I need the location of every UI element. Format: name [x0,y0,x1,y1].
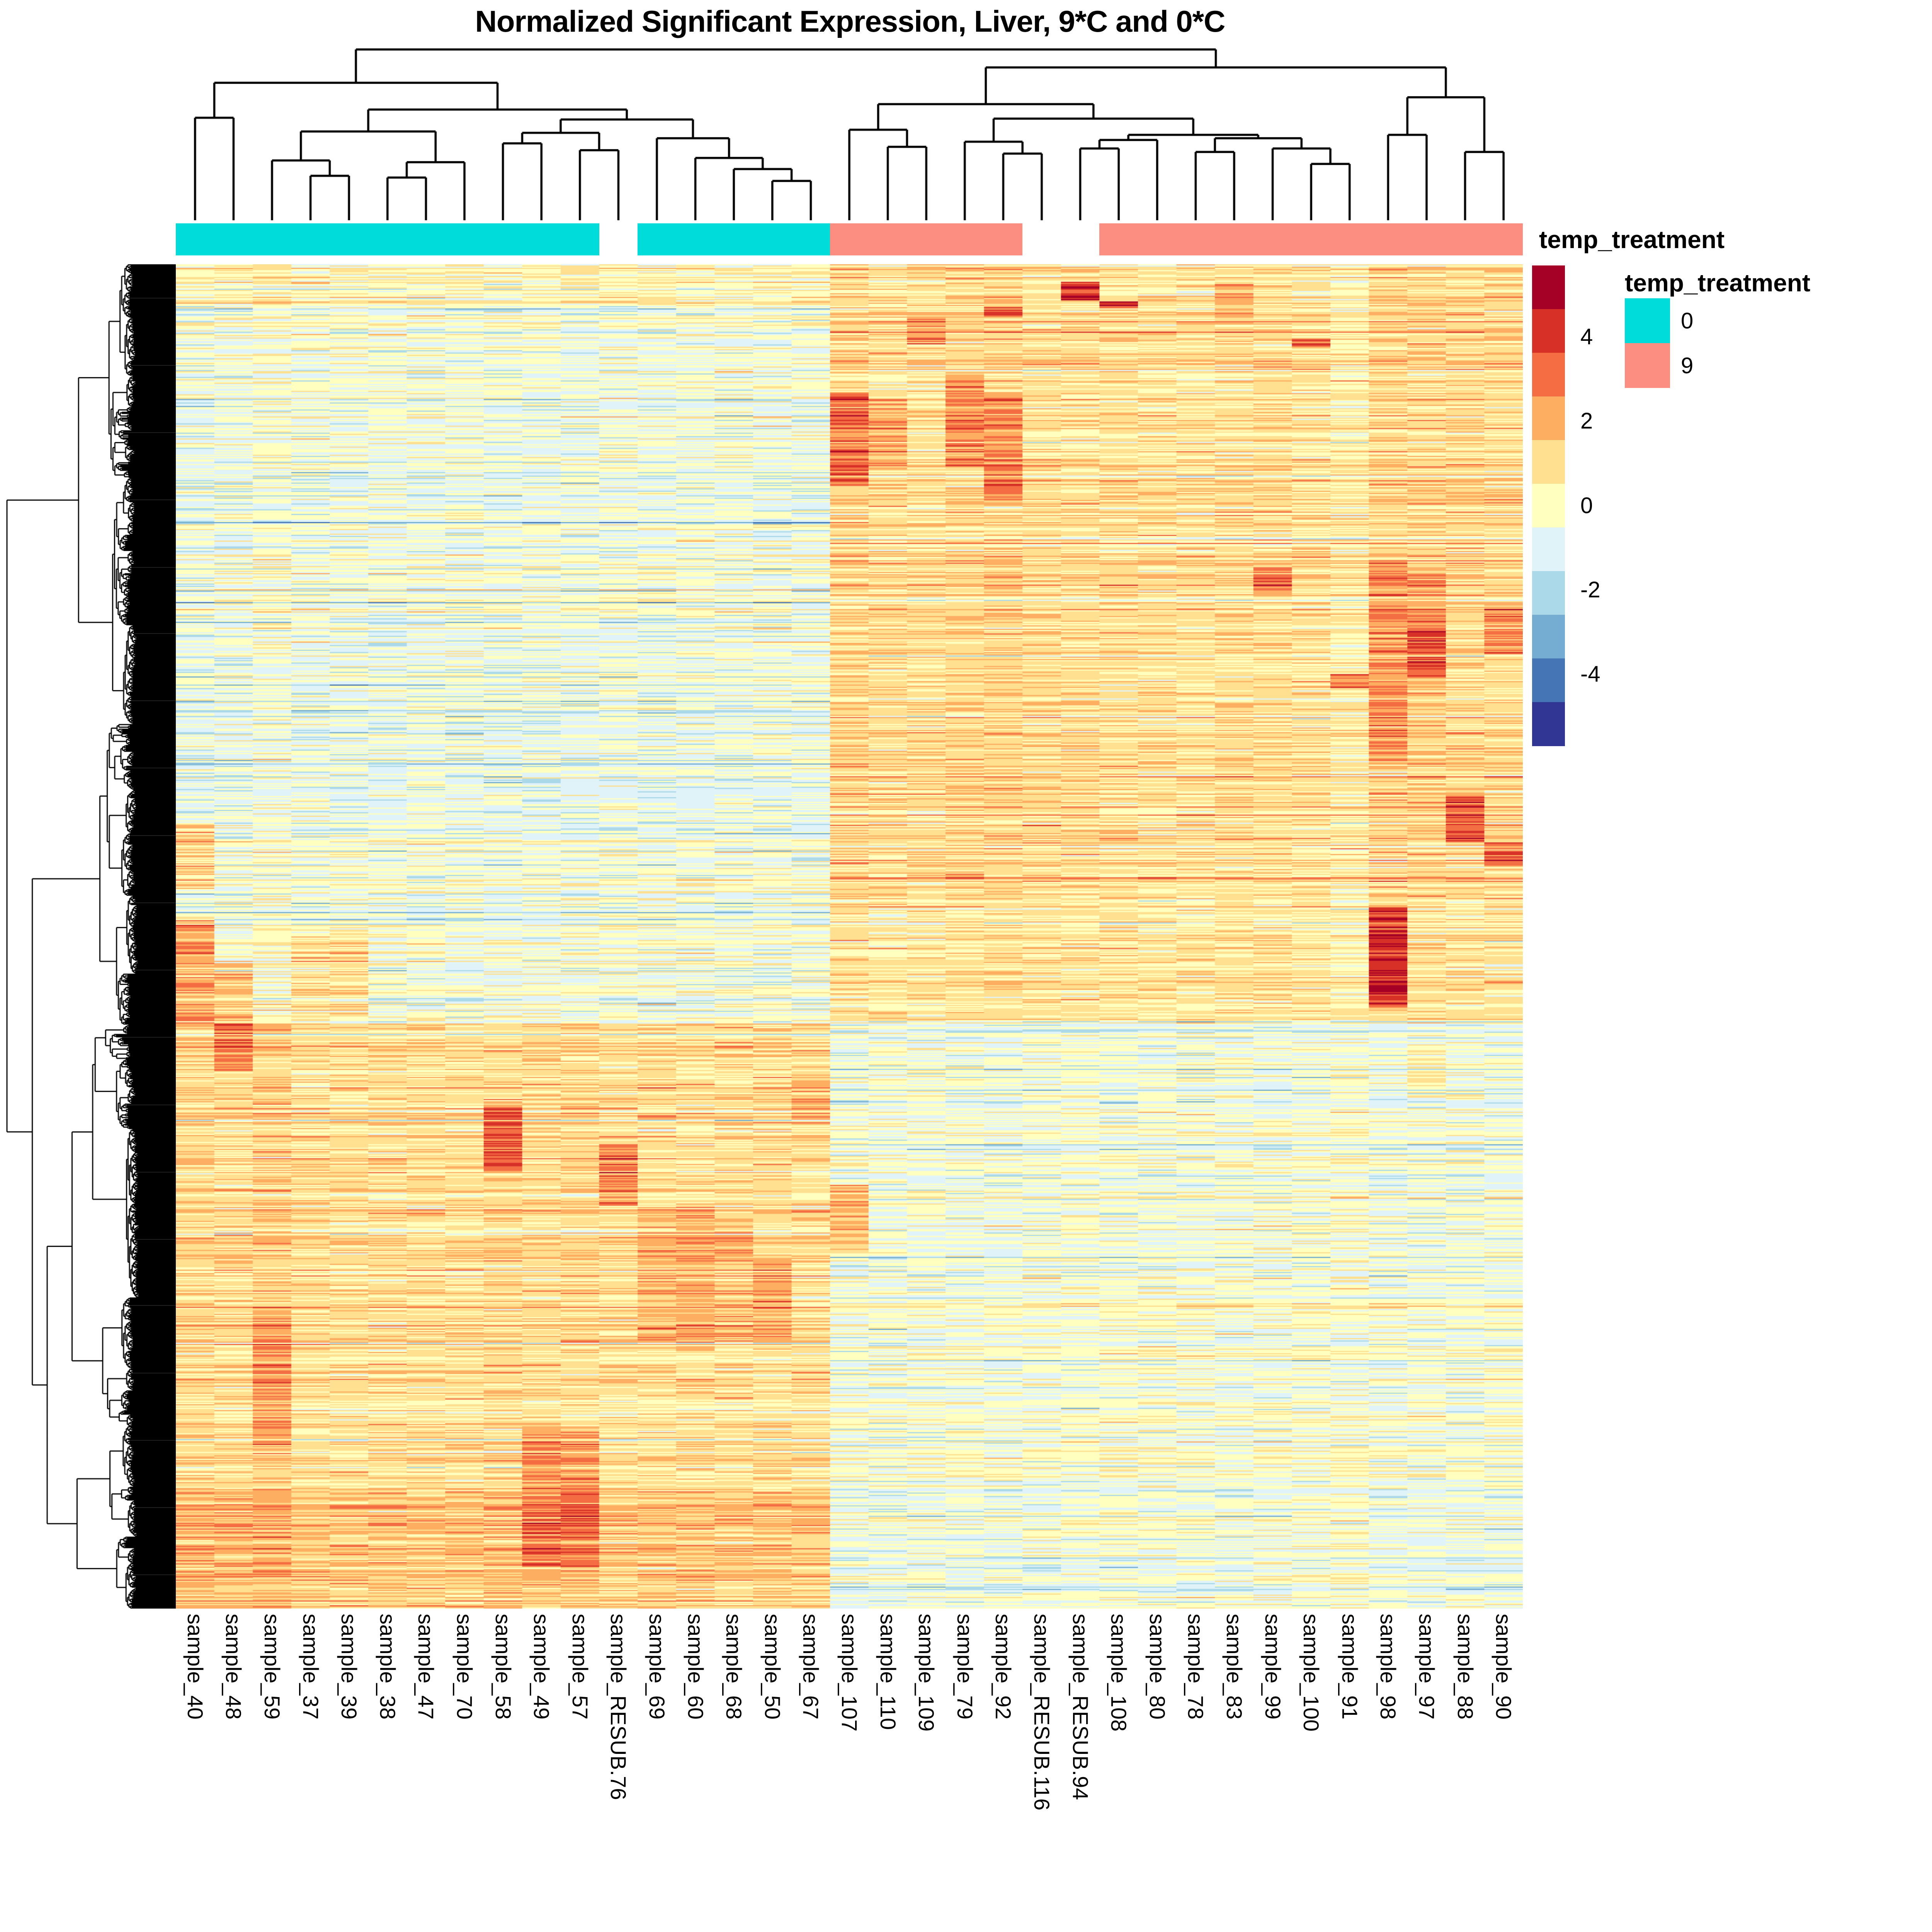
column-label: sample_49 [529,1614,554,1719]
scale-color-block [1532,396,1565,440]
column-label: sample_99 [1260,1614,1285,1719]
column-label: sample_98 [1376,1614,1401,1719]
annotation-segment-treatment-0 [638,223,830,255]
scale-tick-label: -2 [1580,577,1600,602]
column-label: sample_110 [876,1614,900,1730]
scale-color-block [1532,702,1565,746]
scale-tick-label: 2 [1580,408,1593,434]
column-label: sample_57 [568,1614,592,1719]
column-label: sample_88 [1453,1614,1478,1719]
annotation-legend-swatch-9 [1625,343,1670,388]
column-label: sample_108 [1107,1614,1131,1732]
column-label: sample_109 [914,1614,939,1732]
column-label: sample_RESUB.76 [606,1614,631,1800]
scale-tick-label: 4 [1580,324,1593,350]
column-label: sample_70 [452,1614,477,1719]
column-label: sample_100 [1299,1614,1324,1732]
annotation-segment-treatment-9 [1099,223,1523,255]
scale-color-block [1532,265,1565,310]
scale-color-block [1532,527,1565,571]
annotation-legend-swatch-0 [1625,298,1670,343]
column-label: sample_78 [1184,1614,1208,1719]
scale-tick-label: 0 [1580,493,1593,518]
column-label: sample_79 [952,1614,977,1719]
column-label: sample_67 [799,1614,823,1719]
annotation-segment-treatment-9 [830,223,1023,255]
scale-tick-label: -4 [1580,661,1600,687]
column-label: sample_69 [645,1614,669,1719]
color-scale-bar [1532,265,1565,746]
column-label: sample_RESUB.116 [1030,1614,1054,1811]
scale-color-block [1532,440,1565,484]
column-label: sample_RESUB.94 [1068,1614,1093,1800]
column-label: sample_68 [722,1614,747,1719]
scale-color-block [1532,658,1565,702]
heatmap-matrix [176,264,1523,1609]
annotation-legend-label: 9 [1681,353,1694,378]
column-label: sample_47 [414,1614,439,1719]
column-label: sample_91 [1337,1614,1362,1719]
row-dendrogram [0,264,176,1609]
column-label: sample_97 [1415,1614,1439,1719]
annotation-segment-treatment-0 [176,223,599,255]
column-label: sample_37 [298,1614,323,1719]
column-label: sample_59 [260,1614,284,1719]
scale-color-block [1532,571,1565,615]
column-label: sample_39 [337,1614,362,1719]
scale-color-block [1532,615,1565,659]
annotation-legend-title: temp_treatment [1625,269,1811,297]
scale-color-block [1532,309,1565,353]
column-label: sample_50 [760,1614,785,1719]
annotation-legend-label: 0 [1681,308,1694,333]
column-label: sample_80 [1145,1614,1170,1719]
column-label: sample_38 [375,1614,400,1719]
column-label: sample_83 [1222,1614,1247,1719]
column-label: sample_60 [683,1614,708,1719]
annotation-bar-title: temp_treatment [1539,225,1725,253]
column-dendrogram [0,0,1546,232]
column-label: sample_58 [491,1614,515,1719]
column-label: sample_92 [991,1614,1016,1719]
scale-color-block [1532,484,1565,528]
column-label: sample_90 [1492,1614,1516,1719]
column-label: sample_107 [837,1614,862,1732]
scale-color-block [1532,353,1565,397]
column-label: sample_48 [221,1614,246,1719]
column-label: sample_40 [183,1614,207,1719]
column-annotation-bar [176,223,1523,255]
